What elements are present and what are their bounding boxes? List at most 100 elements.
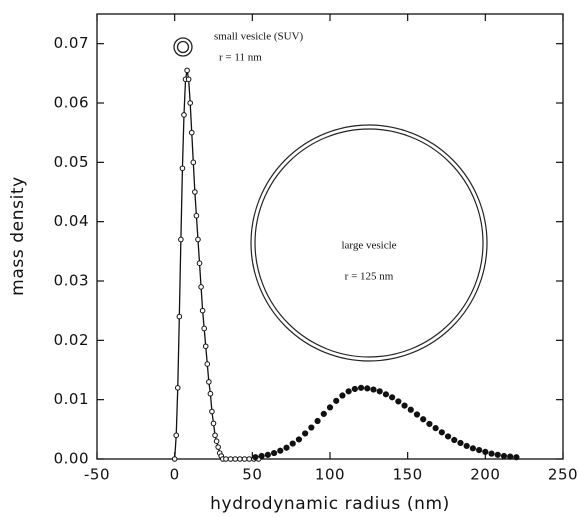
- data-point: [179, 165, 186, 172]
- data-point: [201, 325, 207, 332]
- data-point: [196, 260, 203, 267]
- data-point: [507, 453, 514, 460]
- data-point: [215, 444, 221, 450]
- data-point: [389, 394, 396, 401]
- data-point: [227, 456, 234, 462]
- x-tick-label: -50: [84, 466, 110, 484]
- data-point: [171, 456, 178, 462]
- plot-frame: [96, 13, 564, 460]
- data-point: [295, 436, 303, 443]
- series-line: [174, 70, 259, 460]
- data-point: [277, 447, 284, 454]
- data-point: [213, 438, 220, 445]
- data-point: [188, 129, 195, 136]
- y-tick-label: 0.06: [54, 94, 89, 112]
- x-tick-label: 150: [393, 466, 423, 484]
- x-tick-label: 250: [548, 466, 578, 484]
- data-point: [202, 343, 209, 350]
- x-tick-label: 0: [170, 466, 180, 484]
- y-tick-label: 0.03: [54, 272, 89, 290]
- data-point: [314, 417, 321, 425]
- data-point: [308, 424, 315, 431]
- data-point: [513, 454, 520, 461]
- data-point: [192, 189, 198, 195]
- annotation: r = 11 nm: [219, 52, 262, 64]
- y-tick-label: 0.04: [54, 212, 89, 230]
- data-point: [176, 313, 183, 320]
- data-point: [252, 454, 259, 461]
- data-point: [289, 440, 296, 447]
- data-point: [444, 433, 452, 440]
- data-point: [339, 392, 346, 399]
- x-axis-title: hydrodynamic radius (nm): [210, 494, 450, 514]
- data-point: [345, 388, 352, 395]
- large-vesicle-icon: [250, 124, 488, 362]
- data-point: [401, 402, 408, 409]
- y-tick-label: 0.05: [54, 153, 89, 171]
- data-point: [438, 429, 445, 436]
- data-point: [237, 456, 243, 462]
- data-point: [173, 432, 180, 439]
- data-point: [184, 67, 190, 74]
- x-tick-label: 50: [242, 466, 262, 484]
- data-point: [457, 439, 464, 447]
- data-point: [212, 432, 218, 439]
- data-point: [232, 456, 239, 462]
- data-point: [207, 390, 214, 397]
- data-point: [326, 404, 334, 411]
- data-point: [320, 410, 327, 418]
- data-point: [364, 385, 371, 392]
- data-point: [185, 76, 192, 83]
- y-tick-label: 0.02: [54, 331, 89, 349]
- data-point: [178, 236, 184, 243]
- data-point: [351, 385, 358, 393]
- data-point: [463, 442, 470, 450]
- data-point: [482, 448, 489, 455]
- y-tick-label: 0.01: [54, 390, 89, 408]
- data-point: [395, 398, 402, 405]
- data-point: [270, 449, 278, 457]
- data-point: [209, 408, 215, 415]
- y-tick-label: 0.00: [54, 450, 89, 468]
- data-point: [264, 451, 271, 458]
- annotation: large vesicle: [341, 240, 396, 252]
- data-point: [476, 447, 483, 454]
- data-point: [407, 406, 414, 413]
- data-point: [210, 420, 217, 427]
- data-point: [494, 451, 501, 458]
- data-point: [357, 384, 365, 391]
- data-point: [333, 397, 340, 404]
- data-point: [302, 430, 309, 437]
- data-point: [204, 361, 211, 367]
- annotation: small vesicle (SUV): [214, 31, 304, 43]
- data-point: [198, 284, 204, 290]
- annotation: r = 125 nm: [345, 271, 394, 283]
- data-point: [500, 452, 508, 460]
- data-point: [193, 212, 200, 219]
- data-point: [246, 456, 253, 462]
- data-point: [181, 112, 187, 118]
- x-tick-label: 100: [315, 466, 345, 484]
- data-point: [223, 456, 229, 462]
- data-point: [376, 388, 383, 395]
- data-point: [258, 452, 265, 460]
- x-tick-label: 200: [470, 466, 500, 484]
- data-point: [195, 236, 201, 243]
- data-point: [451, 436, 458, 444]
- data-point: [174, 385, 181, 391]
- data-point: [382, 391, 390, 398]
- y-axis-title: mass density: [8, 176, 28, 296]
- data-point: [370, 386, 377, 393]
- data-point: [283, 444, 290, 451]
- y-tick-label: 0.07: [54, 34, 89, 52]
- data-point: [241, 456, 248, 462]
- data-point: [187, 100, 193, 106]
- data-point: [432, 425, 439, 432]
- data-point: [469, 445, 477, 452]
- data-point: [413, 411, 421, 418]
- data-point: [488, 450, 495, 457]
- data-point: [206, 379, 212, 385]
- data-point: [199, 307, 206, 314]
- data-point: [420, 416, 427, 423]
